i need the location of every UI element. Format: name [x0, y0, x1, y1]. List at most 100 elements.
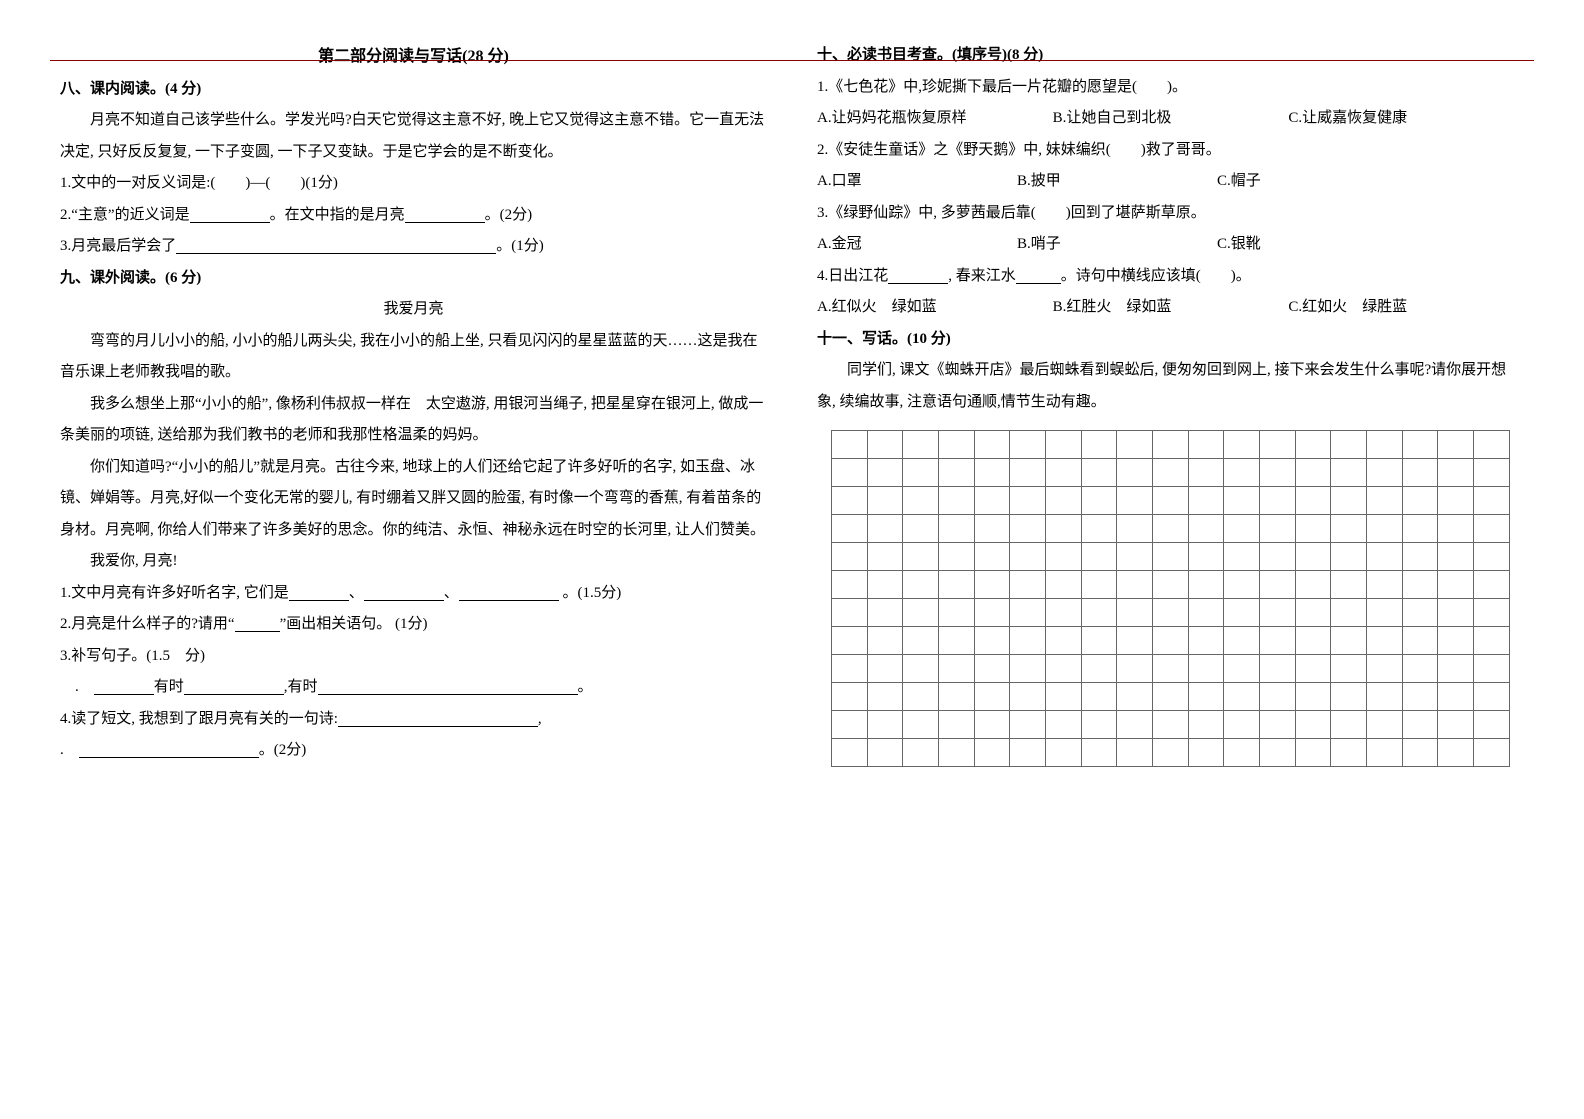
opt-c[interactable]: C.帽子 [1217, 166, 1417, 198]
opt-a[interactable]: A.口罩 [817, 166, 1017, 198]
blank[interactable] [235, 614, 280, 632]
grid-cell[interactable] [939, 711, 975, 739]
blank[interactable] [94, 677, 154, 695]
grid-cell[interactable] [939, 655, 975, 683]
grid-cell[interactable] [832, 599, 868, 627]
grid-cell[interactable] [1010, 739, 1046, 767]
grid-cell[interactable] [867, 571, 903, 599]
grid-cell[interactable] [1081, 627, 1117, 655]
grid-cell[interactable] [1153, 683, 1189, 711]
grid-cell[interactable] [1224, 487, 1260, 515]
grid-cell[interactable] [1153, 459, 1189, 487]
grid-cell[interactable] [1046, 683, 1082, 711]
grid-cell[interactable] [1260, 571, 1296, 599]
grid-cell[interactable] [1260, 711, 1296, 739]
opt-c[interactable]: C.让威嘉恢复健康 [1288, 103, 1524, 135]
grid-cell[interactable] [1366, 459, 1402, 487]
grid-cell[interactable] [1153, 627, 1189, 655]
grid-cell[interactable] [1117, 711, 1153, 739]
opt-a[interactable]: A.金冠 [817, 229, 1017, 261]
grid-cell[interactable] [1295, 627, 1331, 655]
grid-cell[interactable] [1046, 459, 1082, 487]
grid-cell[interactable] [1402, 571, 1438, 599]
grid-cell[interactable] [1402, 431, 1438, 459]
grid-cell[interactable] [1224, 515, 1260, 543]
opt-b[interactable]: B.披甲 [1017, 166, 1217, 198]
grid-cell[interactable] [1117, 543, 1153, 571]
opt-b[interactable]: B.让她自己到北极 [1053, 103, 1289, 135]
grid-cell[interactable] [1260, 627, 1296, 655]
grid-cell[interactable] [903, 683, 939, 711]
grid-cell[interactable] [1153, 571, 1189, 599]
grid-cell[interactable] [939, 599, 975, 627]
grid-cell[interactable] [1366, 683, 1402, 711]
grid-cell[interactable] [1081, 655, 1117, 683]
grid-cell[interactable] [903, 739, 939, 767]
grid-cell[interactable] [1153, 655, 1189, 683]
grid-cell[interactable] [1438, 543, 1474, 571]
grid-cell[interactable] [1473, 711, 1509, 739]
grid-cell[interactable] [867, 431, 903, 459]
grid-cell[interactable] [1438, 683, 1474, 711]
grid-cell[interactable] [867, 711, 903, 739]
grid-cell[interactable] [1153, 711, 1189, 739]
grid-cell[interactable] [974, 711, 1010, 739]
grid-cell[interactable] [1081, 599, 1117, 627]
grid-cell[interactable] [1010, 683, 1046, 711]
grid-cell[interactable] [1188, 515, 1224, 543]
grid-cell[interactable] [1081, 683, 1117, 711]
grid-cell[interactable] [1473, 515, 1509, 543]
blank[interactable] [338, 709, 538, 727]
grid-cell[interactable] [1224, 655, 1260, 683]
grid-cell[interactable] [903, 487, 939, 515]
grid-cell[interactable] [974, 571, 1010, 599]
grid-cell[interactable] [1402, 599, 1438, 627]
grid-cell[interactable] [1046, 571, 1082, 599]
grid-cell[interactable] [903, 571, 939, 599]
grid-cell[interactable] [1331, 459, 1367, 487]
grid-cell[interactable] [1402, 515, 1438, 543]
grid-cell[interactable] [1473, 683, 1509, 711]
grid-cell[interactable] [1153, 543, 1189, 571]
grid-cell[interactable] [1117, 683, 1153, 711]
grid-cell[interactable] [1010, 655, 1046, 683]
grid-cell[interactable] [1188, 543, 1224, 571]
grid-cell[interactable] [1473, 431, 1509, 459]
grid-cell[interactable] [1366, 431, 1402, 459]
grid-cell[interactable] [1438, 487, 1474, 515]
grid-cell[interactable] [1046, 431, 1082, 459]
grid-cell[interactable] [1224, 683, 1260, 711]
grid-cell[interactable] [1153, 487, 1189, 515]
grid-cell[interactable] [1081, 543, 1117, 571]
grid-cell[interactable] [1295, 655, 1331, 683]
grid-cell[interactable] [1260, 459, 1296, 487]
grid-cell[interactable] [832, 487, 868, 515]
grid-cell[interactable] [867, 459, 903, 487]
opt-b[interactable]: B.红胜火 绿如蓝 [1053, 292, 1289, 324]
grid-cell[interactable] [1295, 571, 1331, 599]
grid-cell[interactable] [1081, 711, 1117, 739]
grid-cell[interactable] [974, 431, 1010, 459]
grid-cell[interactable] [1260, 431, 1296, 459]
grid-cell[interactable] [1260, 487, 1296, 515]
grid-cell[interactable] [1260, 599, 1296, 627]
grid-cell[interactable] [1331, 739, 1367, 767]
blank[interactable] [79, 740, 259, 758]
grid-cell[interactable] [1295, 487, 1331, 515]
grid-cell[interactable] [1331, 487, 1367, 515]
grid-cell[interactable] [1010, 543, 1046, 571]
grid-cell[interactable] [974, 487, 1010, 515]
grid-cell[interactable] [974, 599, 1010, 627]
grid-cell[interactable] [1117, 431, 1153, 459]
grid-cell[interactable] [867, 543, 903, 571]
grid-cell[interactable] [1295, 683, 1331, 711]
grid-cell[interactable] [1366, 655, 1402, 683]
grid-cell[interactable] [1473, 739, 1509, 767]
grid-cell[interactable] [1188, 655, 1224, 683]
grid-cell[interactable] [832, 459, 868, 487]
opt-c[interactable]: C.银靴 [1217, 229, 1417, 261]
grid-cell[interactable] [1473, 571, 1509, 599]
grid-cell[interactable] [1331, 683, 1367, 711]
grid-cell[interactable] [1438, 571, 1474, 599]
grid-cell[interactable] [1402, 711, 1438, 739]
